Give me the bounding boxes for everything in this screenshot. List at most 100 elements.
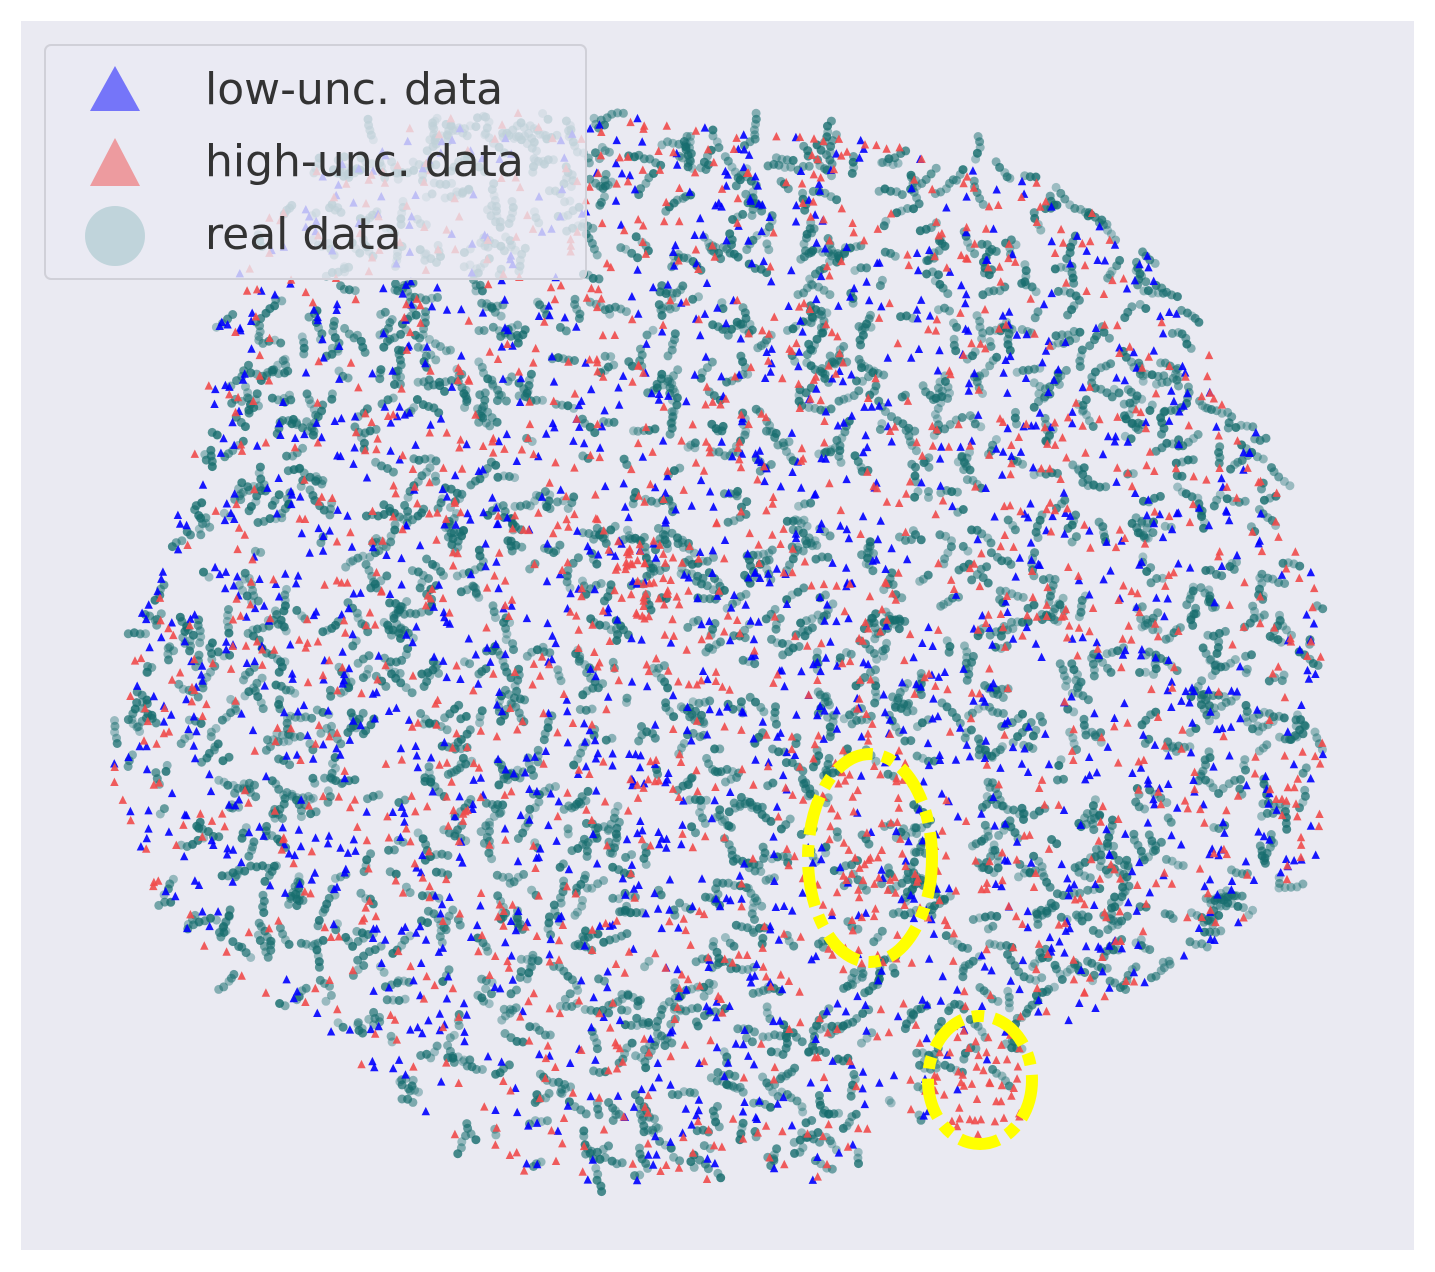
real-data-point-2407 xyxy=(1182,600,1192,610)
real-data-point-1567 xyxy=(238,487,248,497)
real-data-point-1620 xyxy=(471,1135,481,1145)
real-data-point-2520 xyxy=(665,429,675,439)
real-data-point-4378 xyxy=(738,303,748,313)
real-data-point-384 xyxy=(1198,643,1208,653)
real-data-point-1435 xyxy=(1031,527,1041,537)
real-data-point-779 xyxy=(723,878,733,888)
real-data-point-2088 xyxy=(422,554,432,564)
real-data-point-2592 xyxy=(771,719,781,729)
real-data-point-389 xyxy=(854,386,864,396)
real-data-point-1358 xyxy=(687,773,697,783)
real-data-point-888 xyxy=(639,853,649,863)
real-data-point-724 xyxy=(1286,882,1296,892)
real-data-point-846 xyxy=(587,704,597,714)
real-data-point-257 xyxy=(689,617,698,627)
real-data-point-4973 xyxy=(1216,926,1226,936)
real-data-point-717 xyxy=(567,846,577,856)
real-data-point-1790 xyxy=(764,555,774,565)
real-data-point-2661 xyxy=(477,298,487,308)
real-data-point-3367 xyxy=(581,1109,591,1119)
real-data-point-4107 xyxy=(440,386,449,396)
real-data-point-2299 xyxy=(299,349,309,359)
real-data-point-4543 xyxy=(894,624,904,634)
real-data-point-1426 xyxy=(816,405,826,415)
real-data-point-999 xyxy=(1218,784,1228,793)
real-data-point-1499 xyxy=(861,885,871,895)
real-data-point-26 xyxy=(788,324,798,334)
real-data-point-634 xyxy=(1107,821,1117,831)
real-data-point-947 xyxy=(827,1021,837,1031)
real-data-point-350 xyxy=(1233,901,1243,911)
real-data-point-2858 xyxy=(667,528,677,538)
real-data-point-247 xyxy=(958,972,968,982)
real-data-point-4636 xyxy=(318,935,328,945)
real-data-point-4832 xyxy=(897,190,907,200)
real-data-point-961 xyxy=(790,1148,799,1158)
real-data-point-565 xyxy=(1183,437,1193,447)
real-data-point-4454 xyxy=(608,657,618,667)
real-data-point-4049 xyxy=(985,630,995,640)
real-data-point-1431 xyxy=(499,1004,509,1014)
real-data-point-2710 xyxy=(566,1082,576,1092)
real-data-point-4668 xyxy=(1255,841,1265,851)
real-data-point-3931 xyxy=(341,562,351,572)
real-data-point-4578 xyxy=(1032,909,1042,919)
real-data-point-263 xyxy=(749,928,759,937)
real-data-point-4260 xyxy=(506,536,516,546)
real-data-point-3466 xyxy=(394,350,404,359)
real-data-point-2734 xyxy=(123,629,133,639)
real-data-point-1268 xyxy=(184,731,194,741)
real-data-point-4294 xyxy=(1185,937,1195,947)
real-data-point-1234 xyxy=(995,586,1005,596)
real-data-point-1138 xyxy=(1144,647,1154,657)
real-data-point-2364 xyxy=(1300,721,1310,731)
real-data-point-1440 xyxy=(943,289,953,299)
real-data-point-3328 xyxy=(916,535,926,545)
real-data-point-1651 xyxy=(522,651,532,661)
real-data-point-4287 xyxy=(988,778,997,788)
real-data-point-690 xyxy=(471,1064,481,1074)
real-data-point-1424 xyxy=(826,404,836,414)
real-data-point-719 xyxy=(688,728,698,738)
real-data-point-3690 xyxy=(1145,406,1155,415)
real-data-point-3900 xyxy=(1105,976,1115,986)
real-data-point-1184 xyxy=(188,630,198,640)
real-data-point-1942 xyxy=(364,664,373,674)
real-data-point-843 xyxy=(590,428,600,438)
real-data-point-3654 xyxy=(1146,563,1156,573)
real-data-point-463 xyxy=(417,891,427,901)
real-data-point-923 xyxy=(667,345,677,355)
real-data-point-1994 xyxy=(660,1035,670,1045)
real-data-point-412 xyxy=(442,725,452,735)
real-data-point-2107 xyxy=(224,605,233,614)
real-data-point-1459 xyxy=(606,819,616,829)
real-data-point-2906 xyxy=(481,984,491,994)
real-data-point-3940 xyxy=(959,1054,969,1064)
real-data-point-208 xyxy=(330,873,340,883)
real-data-point-4961 xyxy=(1014,872,1023,882)
real-data-point-792 xyxy=(1030,548,1040,558)
real-data-point-266 xyxy=(275,695,285,705)
real-data-point-4756 xyxy=(292,605,302,615)
real-data-point-3418 xyxy=(485,421,495,431)
real-data-point-1388 xyxy=(597,1187,607,1197)
real-data-point-3030 xyxy=(799,583,809,593)
real-data-point-873 xyxy=(757,206,767,216)
real-data-point-1322 xyxy=(403,644,413,654)
real-data-point-645 xyxy=(385,318,395,327)
real-data-point-4445 xyxy=(1029,470,1039,480)
real-data-point-1674 xyxy=(1021,266,1031,276)
real-data-point-673 xyxy=(730,1071,740,1081)
real-data-point-2218 xyxy=(616,243,626,253)
real-data-point-4827 xyxy=(604,1098,614,1107)
real-data-point-429 xyxy=(417,669,427,679)
real-data-point-2211 xyxy=(1104,333,1114,343)
real-data-point-1830 xyxy=(795,1135,805,1145)
real-data-point-1826 xyxy=(597,142,607,152)
real-data-point-1428 xyxy=(804,403,814,412)
real-data-point-1290 xyxy=(465,659,475,669)
real-data-point-2478 xyxy=(578,690,588,700)
real-data-point-649 xyxy=(315,975,325,985)
real-data-point-344 xyxy=(1190,313,1200,323)
